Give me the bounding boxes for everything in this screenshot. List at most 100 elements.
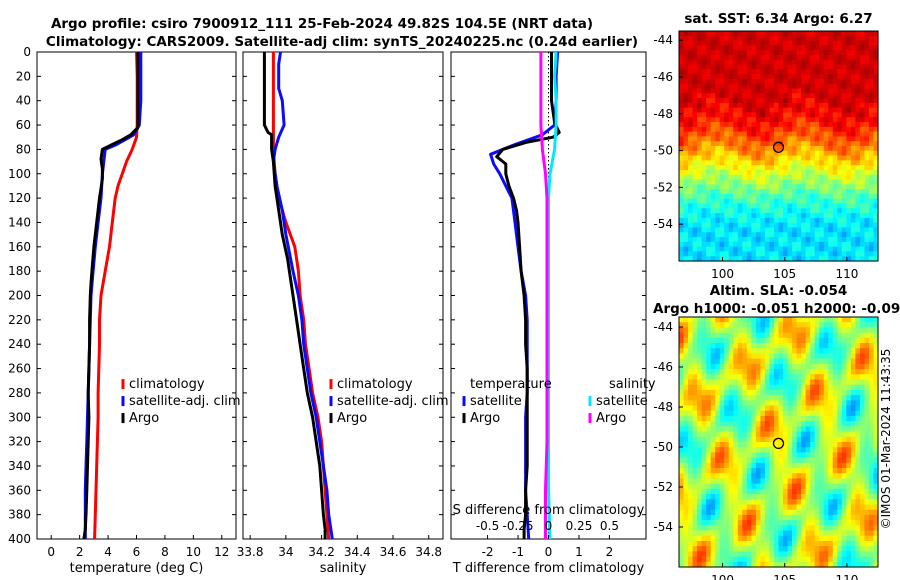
sla-heatmap-cell — [706, 332, 712, 339]
salinity-line-satellite — [271, 51, 334, 540]
sst-heatmap-cell — [823, 126, 829, 133]
sst-heatmap-cell — [792, 217, 798, 224]
sst-heatmap-cell — [706, 141, 712, 147]
sla-heatmap-cell — [841, 431, 847, 438]
sla-heatmap-cell — [796, 561, 802, 568]
sla-heatmap-cell — [706, 447, 712, 454]
sst-heatmap-cell — [737, 241, 743, 248]
sst-heatmap-cell — [733, 246, 739, 253]
sla-heatmap-cell — [692, 369, 698, 375]
sst-heatmap-cell — [855, 246, 861, 253]
sla-heatmap-cell — [855, 379, 861, 386]
sla-heatmap-cell — [801, 369, 807, 375]
sst-heatmap-cell — [737, 227, 743, 233]
sst-heatmap-cell — [755, 179, 762, 185]
sst-heatmap-cell — [823, 107, 829, 114]
sla-heatmap-cell — [823, 473, 829, 480]
sla-heatmap-cell — [710, 494, 716, 500]
sla-heatmap-cell — [701, 421, 707, 427]
sst-heatmap-cell — [742, 69, 748, 75]
sla-heatmap-cell — [728, 431, 734, 438]
sla-heatmap-cell — [715, 468, 721, 474]
sla-heatmap-cell — [724, 379, 730, 386]
sst-heatmap-cell — [810, 122, 816, 128]
sla-heatmap-cell — [683, 426, 689, 433]
sst-heatmap-cell — [796, 165, 802, 171]
sst-heatmap-cell — [773, 169, 780, 176]
sst-heatmap-cell — [819, 83, 825, 90]
sst-heatmap-cell — [792, 251, 798, 257]
temperature-ytick-label: 280 — [8, 386, 31, 400]
sla-heatmap-cell — [733, 468, 739, 474]
sla-heatmap-cell — [805, 400, 811, 407]
sst-heatmap-cell — [692, 69, 698, 75]
sla-heatmap-cell — [828, 415, 834, 422]
sla-heatmap-cell — [769, 410, 775, 417]
sla-heatmap-cell — [683, 520, 689, 526]
sla-heatmap-cell — [819, 473, 825, 480]
sla-heatmap-cell — [692, 405, 698, 412]
sst-heatmap-cell — [855, 31, 861, 37]
sla-heatmap-cell — [701, 400, 707, 407]
sst-heatmap-cell — [819, 246, 825, 253]
sst-heatmap-cell — [733, 40, 739, 46]
sst-heatmap-cell — [764, 69, 771, 75]
sst-heatmap-cell — [728, 203, 734, 209]
sst-heatmap-cell — [764, 165, 771, 171]
sla-heatmap-cell — [746, 363, 752, 370]
sst-heatmap-cell — [868, 35, 875, 42]
sst-heatmap-cell — [873, 31, 879, 37]
sla-heatmap-cell — [823, 561, 829, 568]
sla-heatmap-cell — [783, 343, 789, 349]
sst-heatmap-cell — [864, 213, 870, 219]
sla-heatmap-cell — [742, 514, 748, 521]
sst-heatmap-cell — [805, 256, 811, 262]
sla-heatmap-cell — [783, 452, 789, 459]
sla-heatmap-cell — [859, 415, 866, 422]
sst-heatmap-cell — [823, 217, 829, 224]
sst-heatmap-cell — [814, 117, 820, 123]
sst-heatmap-cell — [724, 155, 730, 161]
sst-heatmap-cell — [859, 174, 866, 181]
sla-heatmap-cell — [783, 426, 789, 433]
sst-heatmap-cell — [755, 165, 762, 171]
sla-heatmap-cell — [796, 509, 802, 516]
sst-heatmap-cell — [724, 102, 730, 109]
sla-heatmap-cell — [760, 363, 766, 370]
sst-heatmap-cell — [801, 59, 807, 66]
sla-heatmap-cell — [864, 374, 870, 381]
sla-heatmap-cell — [742, 462, 748, 469]
sst-heatmap-cell — [683, 256, 689, 262]
sst-heatmap-cell — [850, 222, 856, 229]
sst-heatmap-cell — [742, 45, 748, 51]
sla-heatmap-cell — [837, 348, 843, 355]
sst-heatmap-cell — [764, 54, 771, 61]
sla-heatmap-cell — [792, 452, 798, 459]
sst-heatmap-cell — [783, 222, 789, 229]
sla-heatmap-cell — [764, 379, 771, 386]
sla-heatmap-cell — [814, 509, 820, 516]
sla-heatmap-cell — [701, 556, 707, 563]
sst-heatmap-cell — [701, 40, 707, 46]
sla-heatmap-cell — [814, 343, 820, 349]
sst-heatmap-cell — [823, 141, 829, 147]
sst-heatmap-cell — [864, 74, 870, 80]
sla-heatmap-cell — [737, 384, 743, 391]
sla-heatmap-cell — [715, 504, 721, 511]
sla-heatmap-cell — [710, 499, 716, 506]
sst-heatmap-cell — [783, 112, 789, 118]
sst-heatmap-cell — [719, 136, 725, 142]
sla-heatmap-cell — [719, 332, 725, 339]
sst-heatmap-cell — [846, 131, 852, 138]
sst-heatmap-cell — [737, 146, 743, 152]
sla-heatmap-cell — [760, 535, 766, 542]
sst-heatmap-cell — [828, 155, 834, 161]
sst-heatmap-cell — [769, 126, 775, 133]
sla-heatmap-cell — [724, 473, 730, 480]
sla-heatmap-cell — [701, 374, 707, 381]
sst-heatmap-cell — [783, 237, 789, 243]
sst-heatmap-cell — [683, 222, 689, 229]
sla-heatmap-cell — [801, 322, 807, 329]
sla-heatmap-cell — [778, 400, 784, 407]
